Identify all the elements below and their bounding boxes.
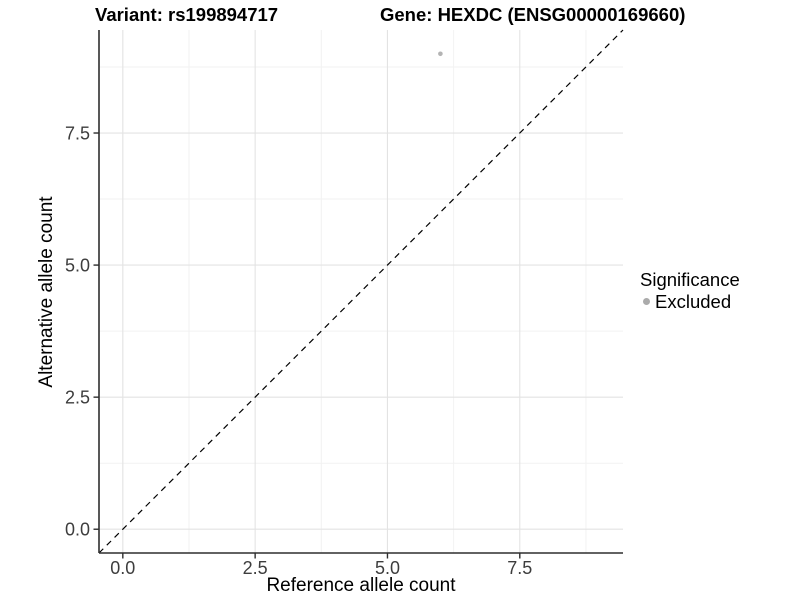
y-axis-title: Alternative allele count	[36, 196, 57, 388]
legend: Significance Excluded	[640, 270, 740, 312]
legend-item-label: Excluded	[655, 291, 732, 312]
y-tick-label: 2.5	[65, 388, 90, 408]
x-axis-title: Reference allele count	[266, 575, 456, 596]
x-tick-label: 5.0	[375, 558, 400, 578]
y-tick-label: 5.0	[65, 256, 90, 276]
x-tick-label: 0.0	[110, 558, 135, 578]
y-tick-label: 0.0	[65, 520, 90, 540]
variant-title: Variant: rs199894717	[95, 4, 279, 25]
data-point	[438, 51, 443, 57]
legend-item-excluded: Excluded	[640, 291, 740, 312]
legend-title: Significance	[640, 269, 740, 290]
legend-point-icon	[643, 298, 650, 305]
x-tick-label: 7.5	[507, 558, 532, 578]
y-tick-label: 7.5	[65, 124, 90, 144]
gene-title: Gene: HEXDC (ENSG00000169660)	[380, 4, 686, 25]
identity-reference-line	[98, 29, 624, 554]
x-tick-label: 2.5	[243, 558, 268, 578]
